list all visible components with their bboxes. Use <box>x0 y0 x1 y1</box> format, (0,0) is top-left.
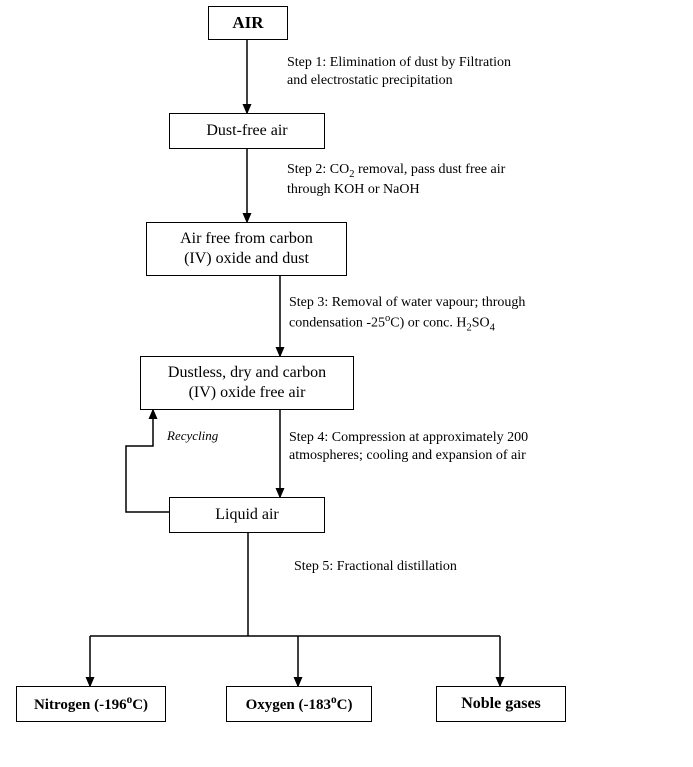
node-nitrogen: Nitrogen (-196oC) <box>16 686 166 722</box>
node-air: AIR <box>208 6 288 40</box>
label-step2: Step 2: CO2 removal, pass dust free airt… <box>287 161 505 198</box>
label-step5: Step 5: Fractional distillation <box>294 558 457 576</box>
node-dustfree: Dust-free air <box>169 113 325 149</box>
label-step3: Step 3: Removal of water vapour; through… <box>289 294 525 334</box>
label-step1: Step 1: Elimination of dust by Filtratio… <box>287 54 511 89</box>
recycling-label: Recycling <box>167 428 218 444</box>
node-liquidair: Liquid air <box>169 497 325 533</box>
node-co2free: Air free from carbon(IV) oxide and dust <box>146 222 347 276</box>
node-oxygen: Oxygen (-183oC) <box>226 686 372 722</box>
label-step4: Step 4: Compression at approximately 200… <box>289 429 528 464</box>
node-dryair: Dustless, dry and carbon(IV) oxide free … <box>140 356 354 410</box>
node-noble: Noble gases <box>436 686 566 722</box>
